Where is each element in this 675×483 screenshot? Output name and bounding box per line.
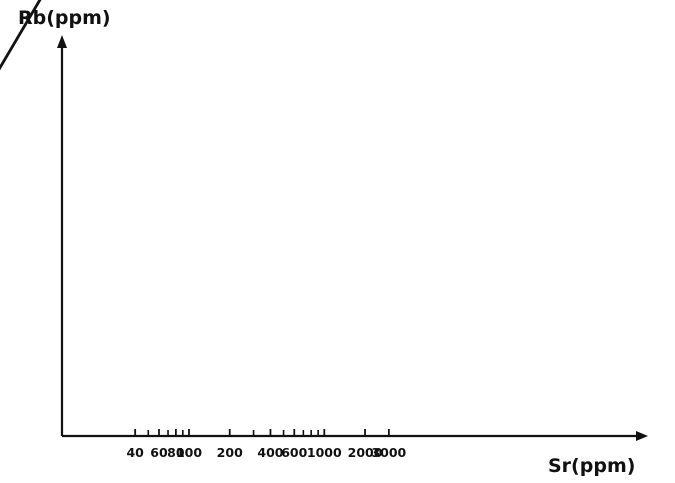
x-tick-label: 1000 xyxy=(307,445,342,460)
x-axis-label: Sr(ppm) xyxy=(548,455,635,477)
x-tick-label: 60 xyxy=(150,445,168,460)
axes xyxy=(57,35,648,441)
y-axis-label: Rb(ppm) xyxy=(18,7,111,29)
x-tick-label: 200 xyxy=(217,445,243,460)
y-axis-arrow xyxy=(57,35,67,48)
x-tick-label: 400 xyxy=(257,445,283,460)
x-tick-label: 3000 xyxy=(371,445,406,460)
reference-line xyxy=(0,0,398,436)
x-tick-label: 100 xyxy=(176,445,202,460)
x-tick-label: 40 xyxy=(126,445,144,460)
x-tick-label: 80 xyxy=(167,445,185,460)
x-axis-arrow xyxy=(636,431,648,441)
x-tick-label: 600 xyxy=(281,445,307,460)
x-tick-label: 2000 xyxy=(348,445,383,460)
